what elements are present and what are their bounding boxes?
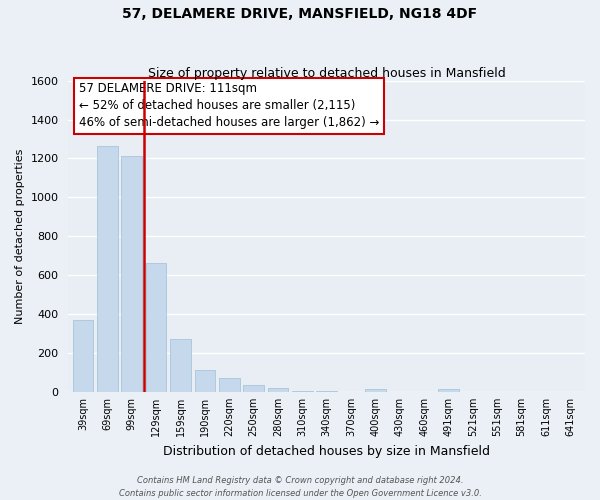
Bar — [438, 390, 459, 392]
Text: 57, DELAMERE DRIVE, MANSFIELD, NG18 4DF: 57, DELAMERE DRIVE, MANSFIELD, NG18 4DF — [122, 8, 478, 22]
Bar — [121, 156, 142, 392]
Bar — [170, 340, 191, 392]
Bar — [268, 388, 289, 392]
Bar — [194, 370, 215, 392]
X-axis label: Distribution of detached houses by size in Mansfield: Distribution of detached houses by size … — [163, 444, 490, 458]
Bar — [219, 378, 239, 392]
Bar — [365, 389, 386, 392]
Bar — [97, 146, 118, 392]
Text: 57 DELAMERE DRIVE: 111sqm
← 52% of detached houses are smaller (2,115)
46% of se: 57 DELAMERE DRIVE: 111sqm ← 52% of detac… — [79, 82, 379, 129]
Bar — [243, 384, 264, 392]
Bar — [146, 262, 166, 392]
Bar — [292, 391, 313, 392]
Bar — [73, 320, 94, 392]
Text: Contains HM Land Registry data © Crown copyright and database right 2024.
Contai: Contains HM Land Registry data © Crown c… — [119, 476, 481, 498]
Y-axis label: Number of detached properties: Number of detached properties — [15, 148, 25, 324]
Title: Size of property relative to detached houses in Mansfield: Size of property relative to detached ho… — [148, 66, 506, 80]
